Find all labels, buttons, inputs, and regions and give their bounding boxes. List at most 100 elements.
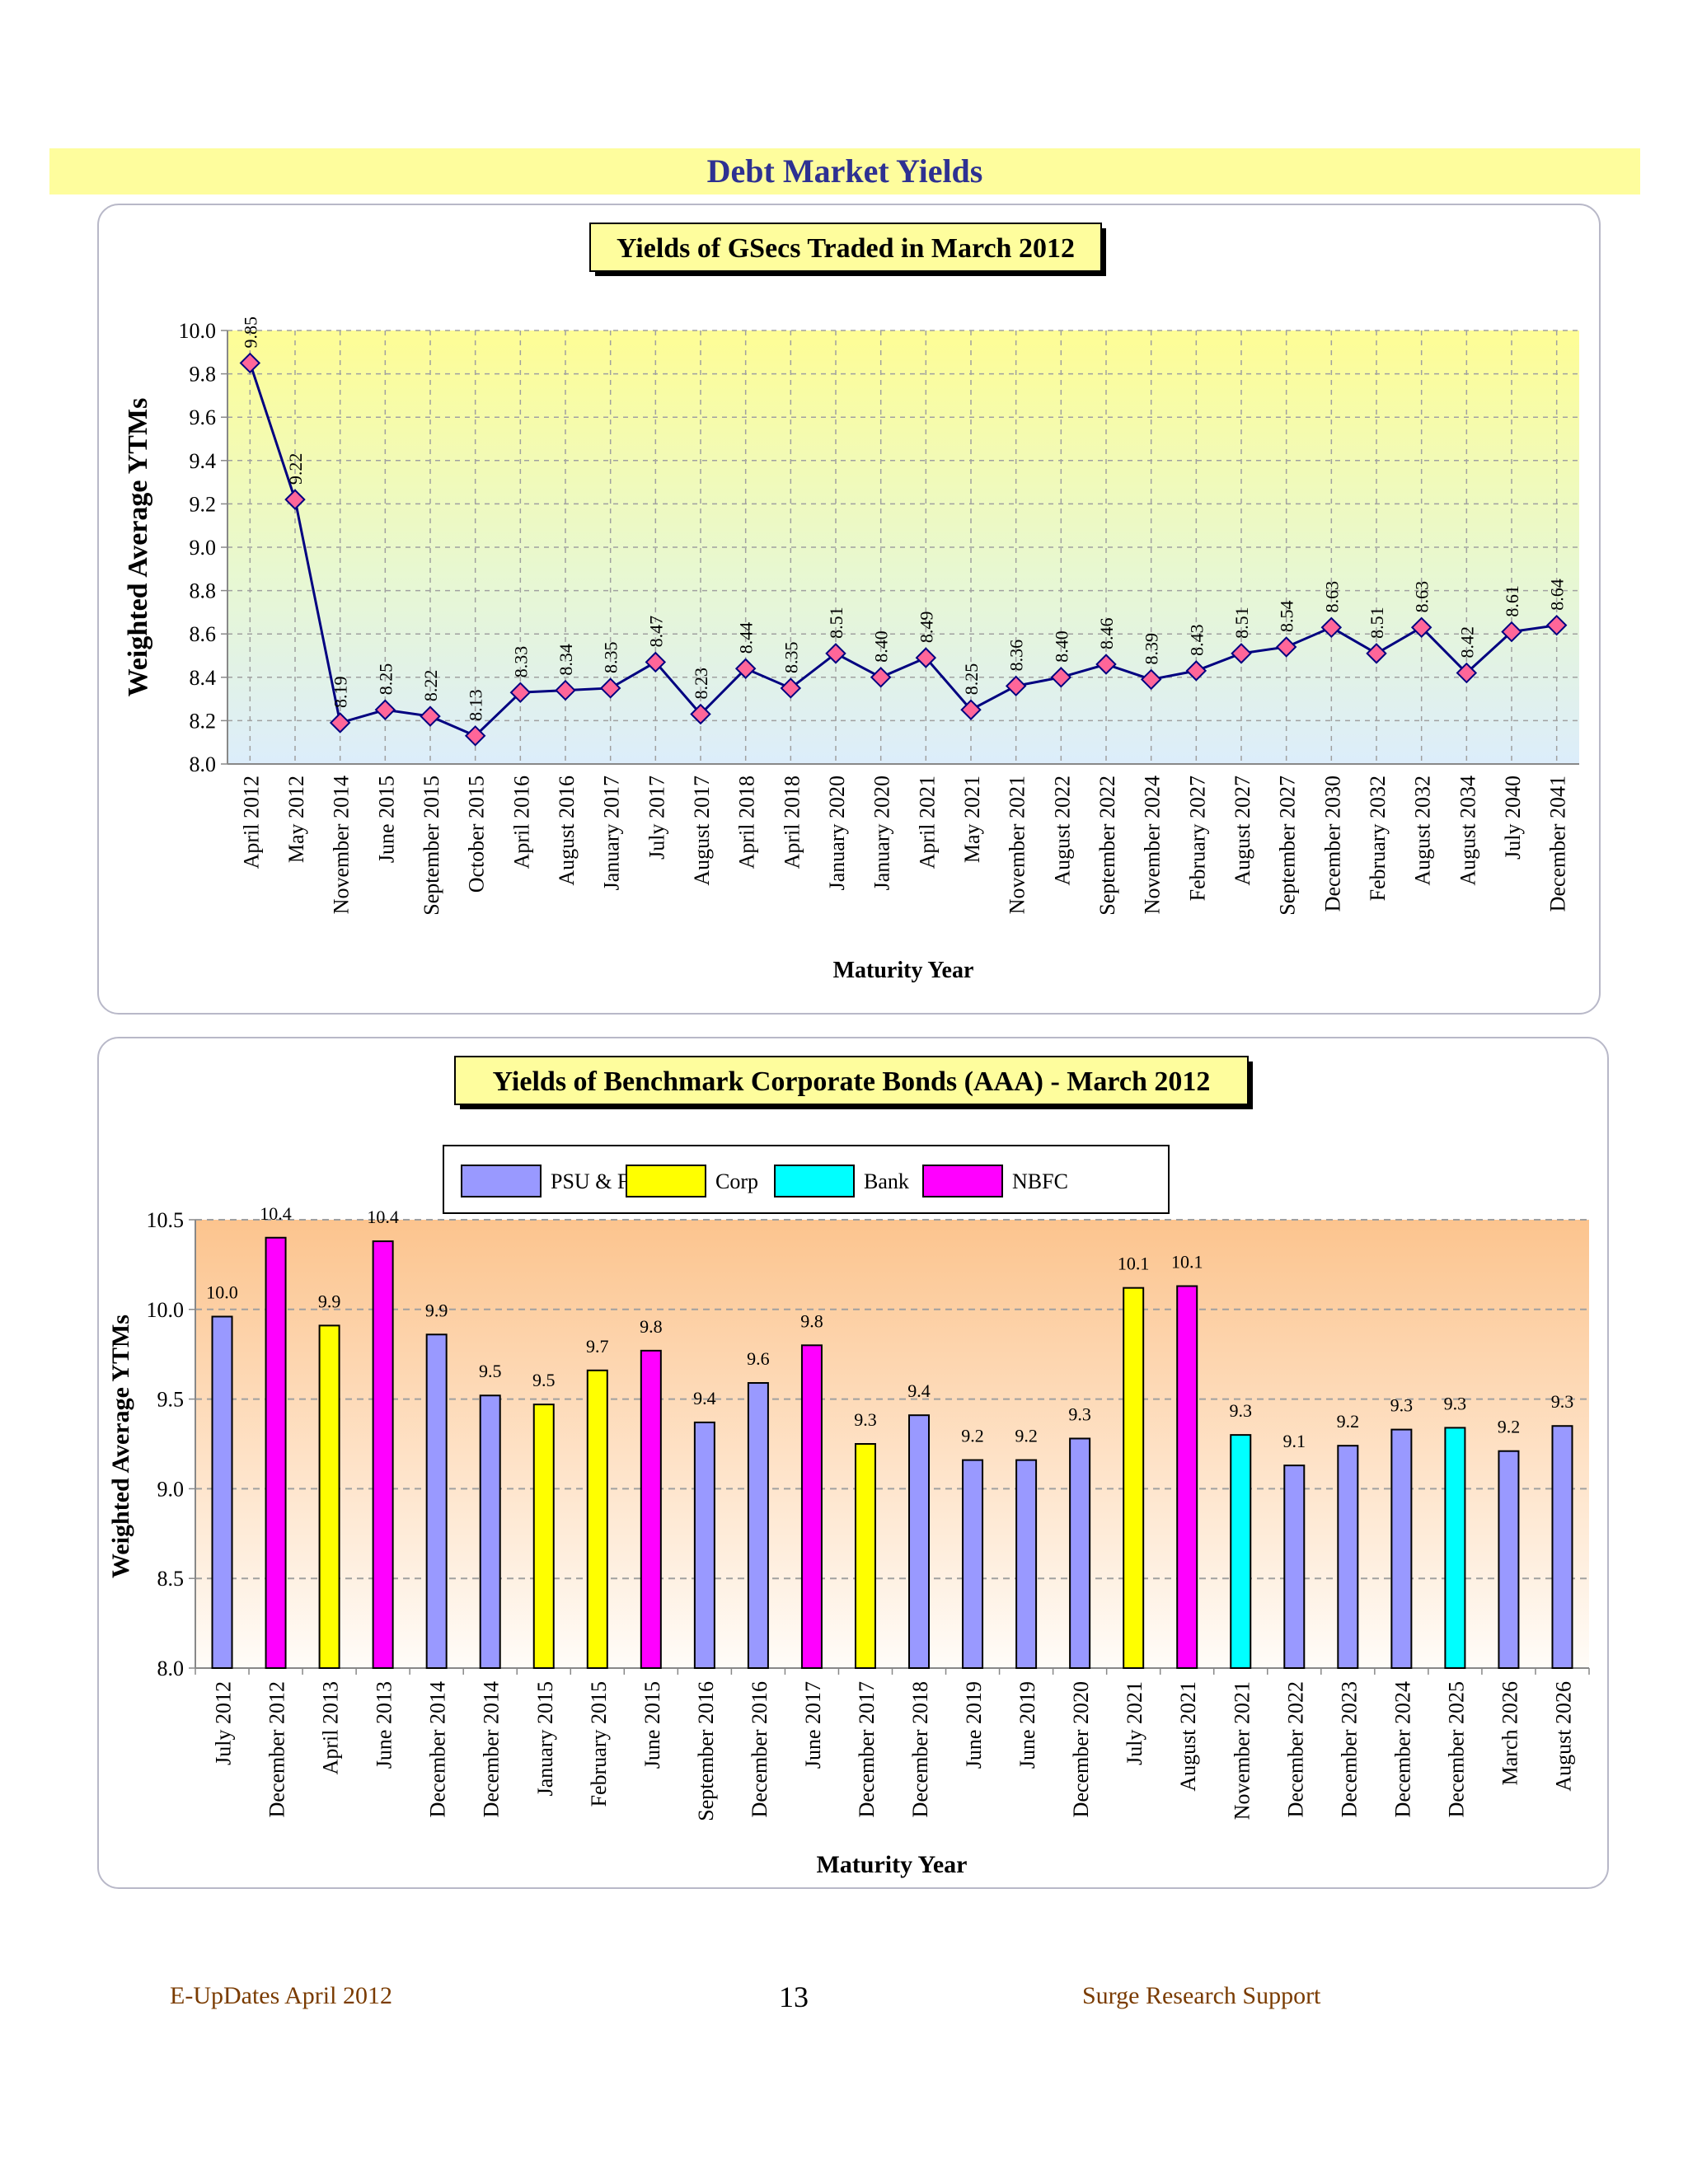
data-label: 8.51 xyxy=(1231,607,1252,639)
y-tick-label: 10.0 xyxy=(147,1298,185,1322)
legend-swatch-nbfc xyxy=(922,1165,1003,1197)
bar xyxy=(1015,1459,1038,1670)
legend-label-corp: Corp xyxy=(715,1169,758,1193)
data-label: 9.5 xyxy=(479,1361,502,1381)
chart-title: Yields of GSecs Traded in March 2012 xyxy=(617,233,1075,264)
title-box xyxy=(454,1056,1249,1105)
data-label: 9.7 xyxy=(586,1336,609,1357)
bar xyxy=(1069,1437,1091,1669)
data-label: 9.3 xyxy=(1444,1393,1467,1413)
x-tick-label: February 2027 xyxy=(1185,776,1209,901)
y-tick-label: 9.0 xyxy=(157,1477,185,1501)
data-point xyxy=(1050,667,1072,688)
y-tick-label: 9.4 xyxy=(190,449,217,473)
data-label: 8.40 xyxy=(871,630,892,663)
x-tick-label: April 2018 xyxy=(735,776,759,869)
page-banner: Debt Market Yields xyxy=(49,148,1640,194)
data-point xyxy=(645,651,667,673)
data-point xyxy=(555,679,576,701)
x-tick-label: December 2023 xyxy=(1337,1681,1361,1817)
gsec-yield-line-chart: Yields of GSecs Traded in March 2012 8.0 8… xyxy=(123,223,1579,983)
data-label: 8.61 xyxy=(1502,585,1522,617)
x-tick-label: December 2030 xyxy=(1320,776,1344,912)
data-label: 8.35 xyxy=(781,641,801,673)
data-label: 8.34 xyxy=(556,644,576,676)
x-tick-label: August 2022 xyxy=(1050,776,1074,886)
x-tick-label: April 2021 xyxy=(915,776,939,869)
data-label: 9.9 xyxy=(318,1291,341,1311)
data-label: 9.9 xyxy=(425,1300,448,1320)
bar xyxy=(693,1421,715,1669)
x-tick-label: November 2021 xyxy=(1230,1681,1254,1820)
bar xyxy=(318,1324,340,1669)
data-point xyxy=(780,677,802,699)
bar xyxy=(854,1443,876,1669)
page-banner-title: Debt Market Yields xyxy=(706,152,983,190)
data-label: 9.4 xyxy=(907,1380,931,1401)
data-label: 9.8 xyxy=(640,1316,663,1337)
data-point xyxy=(1185,660,1207,682)
data-label: 8.13 xyxy=(466,689,486,721)
x-tick-label: December 2020 xyxy=(1069,1681,1093,1817)
x-tick-label: June 2017 xyxy=(801,1681,825,1769)
data-label: 8.39 xyxy=(1142,633,1162,665)
legend-swatch-psu xyxy=(461,1165,542,1197)
data-label: 9.3 xyxy=(1068,1404,1091,1424)
y-tick-label: 8.5 xyxy=(157,1567,185,1591)
x-tick-label: December 2016 xyxy=(748,1681,771,1817)
y-tick-label: 8.6 xyxy=(190,622,217,646)
bar xyxy=(211,1315,233,1669)
x-axis-title: Maturity Year xyxy=(817,1851,968,1878)
bar xyxy=(962,1459,984,1670)
data-point xyxy=(464,725,486,747)
data-label: 9.3 xyxy=(854,1409,877,1430)
data-point xyxy=(284,489,306,510)
data-point xyxy=(420,705,441,727)
data-label: 10.1 xyxy=(1118,1254,1150,1274)
bar xyxy=(425,1333,448,1669)
x-tick-label: December 2014 xyxy=(426,1681,450,1817)
x-tick-label: January 2017 xyxy=(600,776,624,890)
data-point xyxy=(1231,643,1252,664)
bar xyxy=(1444,1427,1466,1669)
footer-page-number: 13 xyxy=(779,1980,809,2013)
x-tick-label: August 2017 xyxy=(690,776,714,886)
x-tick-label: July 2017 xyxy=(645,776,668,860)
data-label: 9.5 xyxy=(532,1370,556,1390)
x-tick-label: June 2013 xyxy=(373,1681,396,1769)
data-label: 8.23 xyxy=(691,668,711,700)
x-tick-label: November 2024 xyxy=(1141,776,1165,914)
y-tick-label: 8.0 xyxy=(190,752,217,776)
y-axis-title: Weighted Average YTMs xyxy=(123,398,153,697)
data-label: 9.4 xyxy=(693,1388,716,1408)
x-tick-label: May 2021 xyxy=(960,776,984,863)
bar xyxy=(1123,1286,1145,1669)
data-label: 8.47 xyxy=(645,616,666,648)
y-tick-label: 10.5 xyxy=(147,1208,185,1232)
data-label: 8.63 xyxy=(1412,581,1432,613)
y-axis-title: Weighted Average YTMs xyxy=(107,1315,134,1578)
bar xyxy=(1283,1465,1306,1669)
x-tick-label: April 2018 xyxy=(780,776,804,869)
data-point xyxy=(1140,668,1162,691)
y-tick-label: 8.0 xyxy=(157,1657,185,1680)
x-tick-label: January 2015 xyxy=(533,1681,557,1796)
data-label: 10.4 xyxy=(367,1207,399,1227)
title-box xyxy=(589,223,1102,272)
data-label: 8.36 xyxy=(1006,640,1027,672)
data-label: 8.25 xyxy=(961,663,982,696)
data-label: 9.2 xyxy=(961,1426,984,1446)
data-label: 8.51 xyxy=(1367,607,1387,639)
x-tick-label: June 2019 xyxy=(1015,1681,1039,1769)
x-tick-label: December 2025 xyxy=(1444,1681,1468,1817)
data-label: 9.6 xyxy=(747,1348,770,1369)
y-tick-label: 9.6 xyxy=(190,405,217,429)
data-point xyxy=(239,352,261,374)
legend-label-nbfc: NBFC xyxy=(1012,1169,1068,1193)
data-point xyxy=(1366,643,1387,664)
data-point xyxy=(1410,616,1432,639)
x-tick-label: June 2019 xyxy=(962,1681,986,1769)
data-label: 9.1 xyxy=(1283,1431,1306,1451)
chart-legend: PSU & FI's Corp Bank NBFC xyxy=(443,1145,1170,1214)
y-tick-label: 10.0 xyxy=(179,319,217,343)
